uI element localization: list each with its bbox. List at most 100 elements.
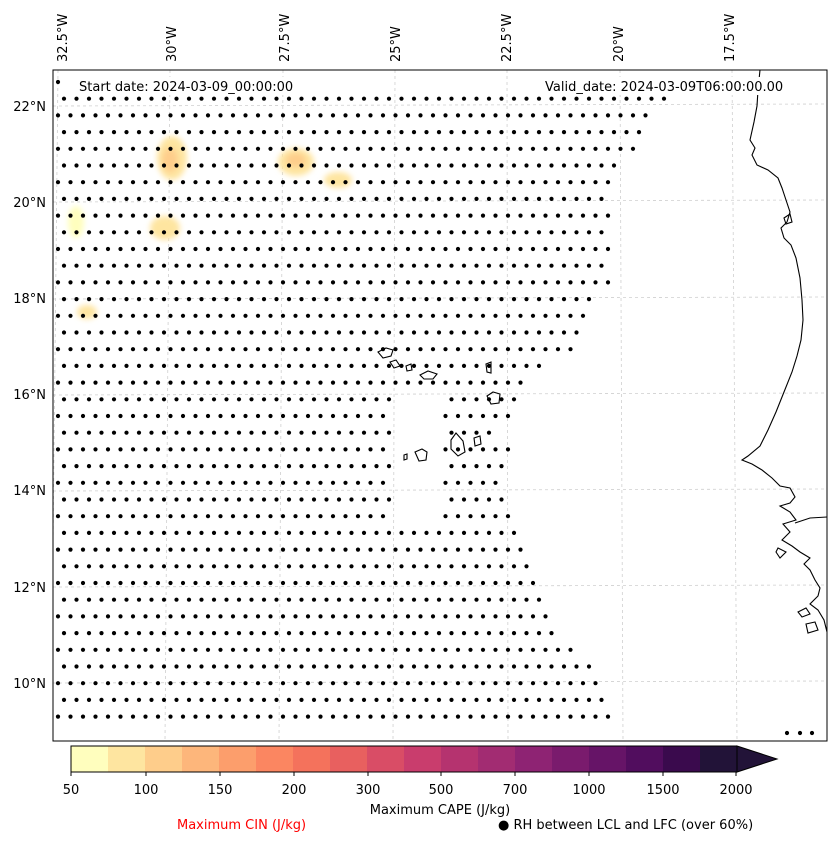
rh-dot xyxy=(411,96,417,101)
rh-dot xyxy=(499,697,504,703)
rh-dot xyxy=(299,263,304,268)
rh-dot xyxy=(186,297,192,302)
rh-dot xyxy=(443,180,448,185)
rh-dot xyxy=(549,163,554,168)
rh-dot xyxy=(86,597,92,602)
rh-dot xyxy=(61,564,67,569)
rh-dot xyxy=(149,664,154,669)
rh-dot xyxy=(324,163,329,168)
rh-dot xyxy=(224,497,229,502)
rh-dot xyxy=(124,297,129,302)
rh-dot xyxy=(430,647,436,652)
lat-label: 18°N xyxy=(13,292,46,307)
rh-dot xyxy=(361,697,367,703)
rh-dot xyxy=(436,297,442,302)
rh-dot xyxy=(255,580,261,586)
rh-dot xyxy=(486,263,492,268)
rh-dot xyxy=(374,664,379,669)
rh-dot xyxy=(74,297,79,302)
rh-dot xyxy=(361,530,367,536)
rh-dot xyxy=(93,313,98,318)
rh-dot xyxy=(399,530,404,536)
rh-dot xyxy=(411,363,417,368)
rh-dot xyxy=(61,464,67,469)
rh-dot xyxy=(205,447,211,452)
rh-dot xyxy=(274,497,279,502)
rh-dot xyxy=(480,146,486,151)
rh-dot xyxy=(486,697,492,703)
rh-dot xyxy=(311,397,317,402)
rh-dot xyxy=(368,347,373,352)
rh-dot xyxy=(86,363,92,368)
rh-dot xyxy=(193,113,198,118)
rh-dot xyxy=(311,297,317,302)
rh-dot xyxy=(455,313,461,318)
valid-date-box xyxy=(542,77,804,95)
rh-dot xyxy=(499,163,504,168)
rh-dot xyxy=(380,714,386,719)
rh-dot xyxy=(430,113,436,118)
rh-dot xyxy=(336,564,342,569)
rh-dot xyxy=(168,413,173,419)
rh-dot xyxy=(474,363,479,368)
rh-dot xyxy=(99,397,104,402)
rh-dot xyxy=(105,480,111,485)
rh-dot xyxy=(149,464,154,469)
rh-dot xyxy=(393,113,398,118)
rh-dot xyxy=(480,547,486,552)
rh-dot xyxy=(111,363,117,368)
rh-dot xyxy=(405,347,411,352)
rh-dot xyxy=(393,614,398,619)
rh-dot xyxy=(505,413,511,419)
rh-dot xyxy=(324,297,329,302)
rh-dot xyxy=(211,397,217,402)
rh-dot xyxy=(430,180,436,185)
rh-dot xyxy=(243,714,248,719)
rh-dot xyxy=(211,530,217,536)
rh-dot xyxy=(86,230,92,235)
rh-dot xyxy=(255,714,261,719)
rh-dot xyxy=(243,380,248,385)
rh-dot xyxy=(455,380,461,385)
rh-dot xyxy=(80,714,86,719)
rh-dot xyxy=(784,730,790,736)
rh-dot xyxy=(268,413,273,419)
rh-dot xyxy=(355,413,361,419)
rh-dot xyxy=(124,497,129,502)
rh-dot xyxy=(205,213,211,218)
rh-dot xyxy=(543,146,548,151)
rh-dot xyxy=(286,363,292,368)
rh-dot xyxy=(249,297,254,302)
rh-dot xyxy=(505,280,511,285)
rh-dot xyxy=(305,480,311,485)
rh-dot xyxy=(211,363,217,368)
rh-dot xyxy=(386,363,392,368)
rh-dot xyxy=(280,514,286,519)
rh-dot xyxy=(561,96,567,101)
rh-dot xyxy=(399,163,404,168)
rh-dot xyxy=(105,514,111,519)
rh-dot xyxy=(311,363,317,368)
rh-dot xyxy=(499,530,504,536)
colorbar-extend-arrow xyxy=(736,745,779,773)
rh-dot xyxy=(499,230,504,235)
rh-dot xyxy=(224,196,229,201)
colorbar-segment xyxy=(441,746,479,772)
rh-dot xyxy=(493,113,498,118)
rh-dot xyxy=(424,631,429,636)
rh-dot xyxy=(155,647,161,652)
rh-dot xyxy=(268,146,273,151)
rh-dot xyxy=(405,280,411,285)
rh-dot xyxy=(493,480,498,485)
rh-dot xyxy=(330,547,336,552)
rh-dot xyxy=(449,130,454,135)
rh-dot xyxy=(218,681,223,686)
rh-dot xyxy=(130,480,136,485)
rh-dot xyxy=(399,297,404,302)
rh-dot xyxy=(461,230,467,235)
rh-dot xyxy=(524,263,529,268)
rh-dot xyxy=(236,597,242,602)
rh-dot xyxy=(218,146,223,151)
rh-dot xyxy=(661,96,667,101)
rh-dot xyxy=(443,280,448,285)
